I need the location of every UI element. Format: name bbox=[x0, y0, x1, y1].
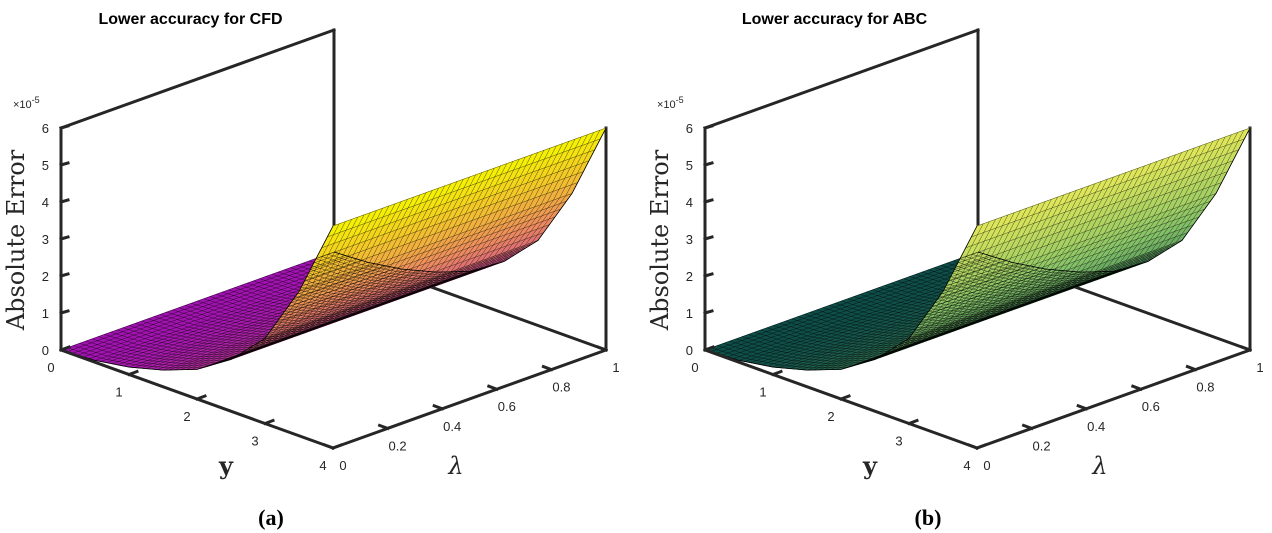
chart-panel-a: 0 1 2 3 4 0 0.2 0.4 0.6 0.8 1 0 1 2 3 4 5 6 ×10-5 Lower acc… bbox=[2, 11, 620, 530]
y-tick-label: 2 bbox=[827, 409, 834, 424]
lambda-tick-label: 0.2 bbox=[1033, 438, 1051, 453]
lambda-axis-label: λ bbox=[447, 452, 463, 480]
front-axes bbox=[59, 124, 608, 450]
z-tick-label: 2 bbox=[42, 269, 49, 284]
y-tick-label: 3 bbox=[251, 434, 258, 449]
z-tick-label: 5 bbox=[686, 158, 693, 173]
chart-title: Lower accuracy for CFD bbox=[98, 11, 282, 28]
chart-panel-b: 0 1 2 3 4 0 0.2 0.4 0.6 0.8 1 0 1 2 3 4 5 6 ×10-5 Lower acc… bbox=[636, 0, 1272, 533]
y-tick-label: 1 bbox=[759, 385, 766, 400]
z-tick-label: 6 bbox=[42, 121, 49, 136]
y-tick-label: 3 bbox=[895, 434, 902, 449]
front-axes bbox=[703, 124, 1252, 450]
y-tick-label: 2 bbox=[183, 409, 190, 424]
z-tick-label: 4 bbox=[686, 195, 693, 210]
z-axis-label: Absolute Error bbox=[2, 149, 30, 331]
lambda-tick-label: 0 bbox=[339, 458, 346, 473]
y-tick-label: 0 bbox=[47, 360, 54, 375]
lambda-tick-label: 0 bbox=[983, 458, 990, 473]
y-tick-label: 0 bbox=[691, 360, 698, 375]
z-tick-label: 4 bbox=[42, 195, 49, 210]
y-tick-label: 4 bbox=[963, 458, 970, 473]
y-tick-label: 1 bbox=[115, 385, 122, 400]
z-tick-label: 2 bbox=[686, 269, 693, 284]
z-exponent-label: ×10-5 bbox=[13, 95, 40, 111]
z-tick-label: 3 bbox=[686, 232, 693, 247]
lambda-tick-label: 0.8 bbox=[552, 380, 570, 395]
y-axis-label: y bbox=[862, 451, 878, 480]
y-tick-label: 4 bbox=[319, 458, 326, 473]
z-tick-label: 1 bbox=[686, 306, 693, 321]
z-tick-label: 5 bbox=[42, 158, 49, 173]
z-tick-label: 0 bbox=[686, 343, 693, 358]
y-axis-label: y bbox=[218, 451, 234, 480]
z-tick-label: 1 bbox=[42, 306, 49, 321]
lambda-tick-label: 0.4 bbox=[443, 419, 461, 434]
lambda-tick-label: 0.6 bbox=[1142, 399, 1160, 414]
surface-mesh bbox=[60, 127, 607, 371]
lambda-tick-label: 0.2 bbox=[389, 438, 407, 453]
lambda-tick-label: 0.8 bbox=[1196, 380, 1214, 395]
chart-title: Lower accuracy for ABC bbox=[742, 11, 928, 28]
z-tick-label: 6 bbox=[686, 121, 693, 136]
panel-caption: (b) bbox=[915, 505, 942, 530]
z-tick-label: 3 bbox=[42, 232, 49, 247]
lambda-axis-label: λ bbox=[1091, 452, 1107, 480]
z-tick-label: 0 bbox=[42, 343, 49, 358]
lambda-tick-label: 1 bbox=[1256, 360, 1263, 375]
lambda-tick-label: 0.4 bbox=[1087, 419, 1105, 434]
surface-mesh bbox=[704, 127, 1251, 371]
panel-caption: (a) bbox=[258, 505, 284, 530]
z-exponent-label: ×10-5 bbox=[657, 95, 684, 111]
z-axis-label: Absolute Error bbox=[646, 149, 674, 331]
lambda-tick-label: 1 bbox=[612, 360, 619, 375]
lambda-tick-label: 0.6 bbox=[498, 399, 516, 414]
